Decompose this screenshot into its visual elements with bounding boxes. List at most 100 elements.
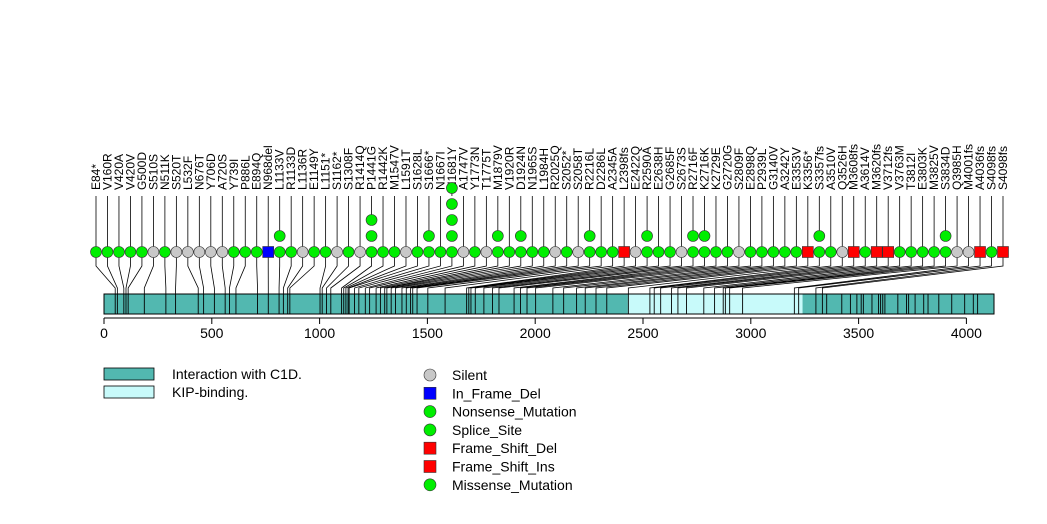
mutation-marker-circle [905,246,917,258]
mutation-connector [444,252,614,294]
mutation-connector [380,252,487,294]
mutation-label: D2286L [594,148,608,190]
mutation-connector [118,252,125,294]
mutation-label: V3763M [893,145,907,190]
mutation-label: T1775T [479,148,493,190]
mutation-label: L1591T [399,149,413,190]
mutation-type-legend-circle [423,423,437,437]
mutation-label: L1984H [537,148,551,190]
mutation-marker-circle [113,246,125,258]
mutation-connector [627,252,820,294]
x-tick-label: 3000 [735,325,766,341]
mutation-label: L2398fs [617,147,631,190]
mutation-connector [364,252,453,294]
mutation-marker-circle [124,246,137,258]
mutation-connector [498,252,694,294]
mutation-connector [125,252,131,294]
mutation-marker-circle [227,246,240,258]
mutation-marker-square [882,246,894,258]
x-tick-label: 4000 [951,325,982,341]
mutation-label: M3825V [927,145,941,190]
mutation-connector [513,252,705,294]
mutation-marker-circle [239,246,252,258]
mutation-label: M4001fs [962,144,976,190]
mutation-connector [341,252,372,294]
mutation-marker-circle [193,246,206,258]
mutation-connector [468,252,637,294]
mutation-marker-circle [365,214,378,226]
mutation-marker-circle [572,246,585,258]
mutation-connector [221,252,226,294]
mutation-marker-square [802,246,814,258]
mutation-connector [107,252,118,294]
mutation-marker-circle [629,246,642,258]
mutation-marker-circle [641,246,653,258]
domain-legend-label: KIP-binding. [172,384,248,400]
mutation-label: R1133D [284,147,298,190]
mutation-label: Y739I [227,159,241,190]
mutation-type-legend-circle [423,405,437,418]
mutation-marker-circle [687,246,699,258]
mutation-marker-square [974,246,986,258]
mutation-connector [798,252,981,294]
mutation-label: N1965S [525,147,539,190]
mutation-type-legend-label: In_Frame_Del [452,385,541,401]
mutation-label: S1308F [342,148,356,190]
mutation-label: V1920R [502,146,516,190]
mutation-marker-circle [652,246,665,258]
mutation-marker-circle [365,246,378,258]
mutation-label: K2729E [709,147,723,190]
mutation-marker-circle [90,246,102,258]
mutation-connector [143,252,154,294]
mutation-marker-circle [400,246,412,258]
domain-legend: Interaction with C1D. KIP-binding. [103,366,302,400]
mutation-label: L1136R [296,149,310,190]
mutation-type-legend-circle [423,368,437,382]
mutation-marker-circle [182,246,194,258]
mutation-marker-square [847,246,860,258]
mutation-marker-circle [916,246,929,258]
mutation-label: S1666* [422,150,436,190]
mutation-connector [653,252,843,294]
x-tick-label: 1000 [304,325,335,341]
mutation-connector [375,252,476,294]
mutation-label: L532F [181,156,195,190]
domain-legend-swatch [103,367,155,381]
mutation-connector [95,252,116,294]
mutation-type-legend-label: Splice_Site [452,422,522,438]
mutation-label: S4098fs [996,146,1010,190]
mutation-type-legend-square [423,441,437,455]
mutation-label: R2716F [686,147,700,190]
mutation-marker-circle [698,230,711,242]
mutation-label: A4036fs [973,146,987,190]
mutation-type-legend: Silent In_Frame_Del Nonsense_Mutation Splic… [423,367,577,493]
mutation-label: A3614V [858,147,872,190]
mutation-connector [386,252,510,294]
mutation-label: R2216L [583,148,597,190]
mutation-connector [321,252,338,294]
mutation-marker-circle [446,182,458,194]
mutation-connector [474,252,659,294]
mutation-label: R2025Q [548,145,562,190]
x-tick-label: 500 [200,325,224,341]
mutation-label: A3510V [824,147,838,190]
mutation-label: Y706D [204,153,218,190]
mutation-label: A1747V [456,147,470,190]
mutation-label: R2590A [640,147,654,190]
mutation-connector [390,252,522,294]
mutation-label: K3356* [801,150,815,190]
mutation-label: S2052* [560,150,574,190]
mutation-marker-circle [423,246,435,258]
mutation-connector [563,252,763,294]
mutation-marker-circle [205,246,217,258]
domain-legend-label: Interaction with C1D. [172,366,302,382]
mutation-marker-square [997,246,1009,258]
mutation-label: S520T [169,154,183,190]
x-tick-label: 2000 [520,325,551,341]
mutation-connector [164,252,167,294]
mutation-label: D1924N [514,146,528,190]
mutation-marker-circle [595,246,607,258]
mutation-marker-circle [446,230,458,242]
mutation-label: S1162* [330,151,344,190]
mutation-marker-circle [583,230,596,242]
